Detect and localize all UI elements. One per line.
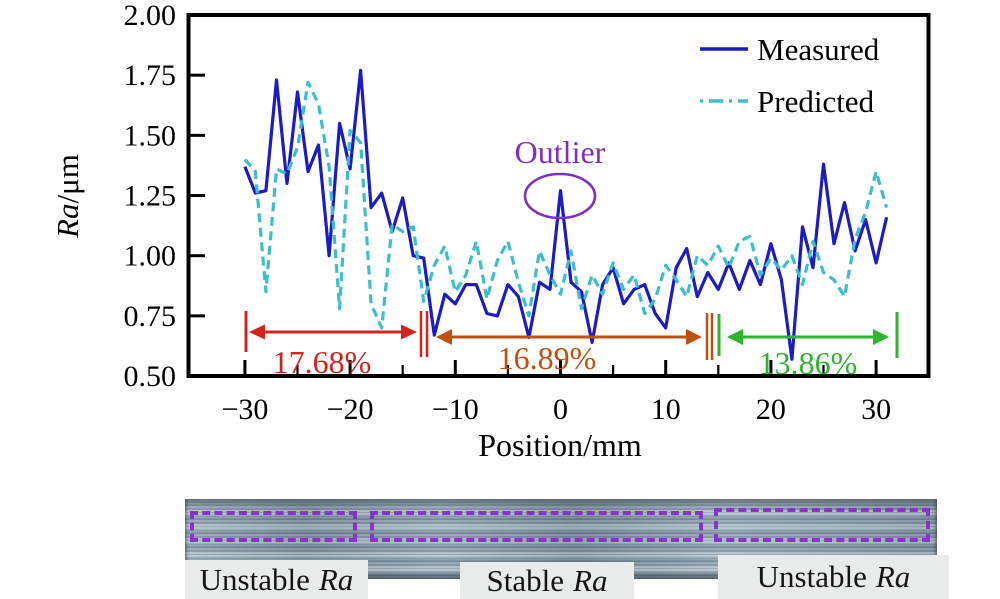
region-label-text: Unstable [756, 559, 867, 594]
y-axis-label: Ra/μm [50, 154, 85, 239]
legend-measured-label: Measured [757, 32, 880, 67]
y-tick-label: 1.50 [124, 119, 177, 152]
x-tick-label: 10 [651, 393, 681, 426]
x-tick-label: 0 [553, 393, 568, 426]
y-tick-label: 1.25 [124, 180, 177, 213]
data-series [243, 68, 889, 361]
region-label-unstable-left: Unstable Ra [185, 560, 368, 599]
segment-red: 17.68% [244, 311, 429, 380]
segment-orange: 16.89% [436, 313, 714, 376]
surface-region-box-left [190, 511, 357, 542]
y-tick-label: 2.00 [124, 0, 177, 32]
series-measured [243, 68, 889, 361]
region-label-text: Stable [486, 562, 565, 598]
region-label-ra: Ra [875, 559, 911, 594]
outlier-annotation: Outlier [515, 134, 606, 220]
y-tick-label: 1.75 [124, 59, 177, 92]
surface-region-box-right [714, 508, 930, 542]
x-axis-label: Position/mm [478, 427, 642, 463]
segment-orange-arrowhead-right [686, 329, 702, 345]
region-label-stable: Stable Ra [460, 562, 634, 599]
segment-green-arrowhead-left [727, 329, 743, 345]
x-tick-label: −30 [221, 393, 268, 426]
segment-orange-label: 16.89% [498, 340, 597, 376]
ra-position-chart: −30 −20 −10 0 10 20 30 2.00 1.75 1.50 1.25 1.00 0.75… [50, 0, 931, 463]
plot-border [186, 13, 931, 378]
region-label-ra: Ra [318, 561, 354, 597]
axis-ticks: −30 −20 −10 0 10 20 30 2.00 1.75 1.50 1.25 1.00 0.75… [124, 0, 892, 426]
segment-red-arrowhead-left [249, 324, 265, 340]
segment-green: 13.86% [717, 312, 899, 381]
y-tick-label: 0.75 [124, 300, 177, 333]
surface-region-box-middle [370, 511, 703, 542]
outlier-ellipse [523, 172, 597, 220]
region-label-text: Unstable [199, 561, 310, 597]
legend: Measured Predicted [700, 32, 880, 119]
x-tick-label: −10 [432, 393, 479, 426]
x-tick-label: 30 [861, 393, 891, 426]
segment-green-label: 13.86% [759, 345, 858, 381]
y-tick-label: 0.50 [124, 360, 177, 393]
series-predicted [243, 80, 889, 330]
region-label-unstable-right: Unstable Ra [718, 555, 949, 599]
segment-green-arrowhead-right [873, 329, 889, 345]
x-tick-label: −20 [327, 393, 374, 426]
outlier-label: Outlier [515, 134, 606, 170]
segment-red-label: 17.68% [273, 344, 372, 380]
x-tick-label: 20 [756, 393, 786, 426]
segment-orange-arrowhead-left [436, 329, 452, 345]
legend-predicted-label: Predicted [757, 84, 875, 119]
region-label-ra: Ra [573, 562, 608, 598]
y-tick-label: 1.00 [124, 240, 177, 273]
segment-red-arrowhead-right [401, 324, 417, 340]
